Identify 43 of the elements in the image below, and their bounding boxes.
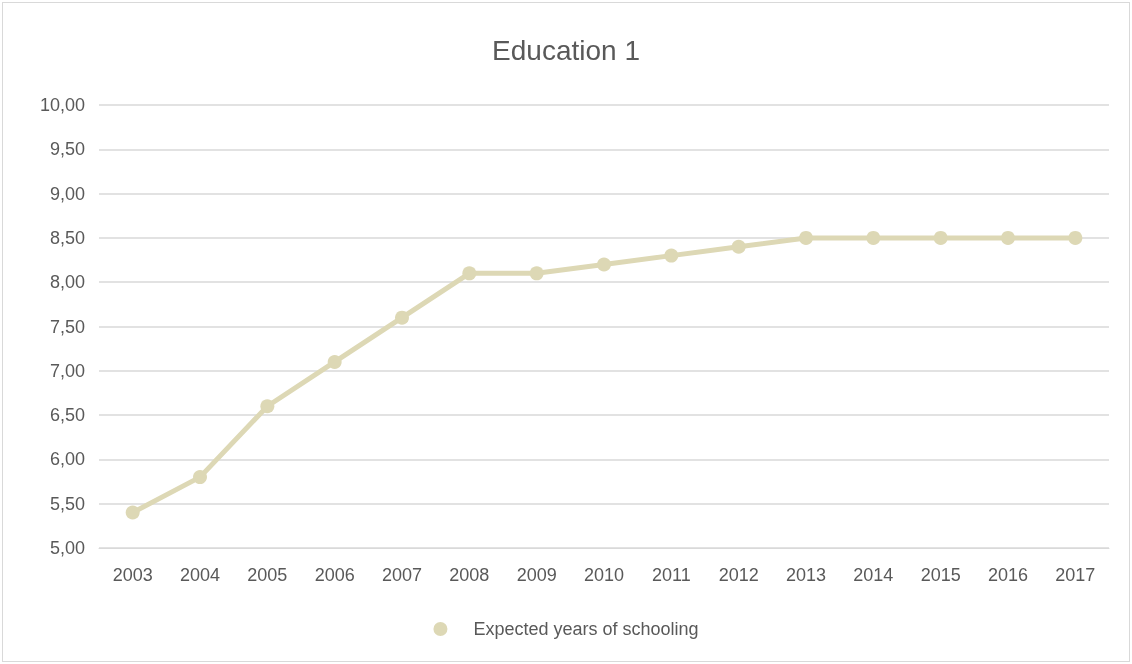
legend-label: Expected years of schooling	[473, 619, 699, 639]
y-tick-label: 5,00	[49, 538, 85, 558]
chart-title: Education 1	[492, 34, 640, 66]
x-tick-label: 2017	[1055, 565, 1096, 585]
point	[866, 230, 881, 245]
x-tick-label: 2011	[651, 565, 691, 585]
x-tick-label: 2007	[381, 565, 423, 585]
x-tick-label: 2012	[718, 565, 759, 585]
y-tick-label: 8,50	[49, 227, 85, 248]
x-tick-label: 2009	[516, 565, 557, 585]
y-tick-label: 9,50	[49, 139, 85, 160]
point	[1068, 230, 1083, 245]
point	[193, 470, 207, 485]
x-tick-label: 2013	[785, 565, 827, 585]
x-tick-label: 2005	[247, 565, 288, 585]
y-tick-label: 6,50	[49, 405, 85, 426]
point	[664, 248, 679, 263]
y-tick-label: 5,50	[49, 493, 85, 514]
y-tick-label: 7,50	[49, 316, 85, 337]
x-tick-label: 2003	[112, 565, 153, 585]
point	[327, 354, 342, 369]
x-tick-label: 2016	[987, 565, 1029, 585]
x-tick-label: 2014	[853, 565, 894, 585]
point	[597, 257, 611, 272]
point	[395, 310, 409, 325]
x-tick-label: 2015	[920, 565, 961, 585]
y-tick-label: 7,00	[49, 360, 85, 381]
x-tick-label: 2004	[179, 565, 221, 585]
y-tick-label: 10,00	[39, 95, 85, 115]
x-tick-label: 2006	[314, 565, 355, 585]
point	[125, 505, 140, 520]
y-tick-label: 8,00	[49, 272, 85, 293]
point	[933, 230, 948, 245]
y-tick-label: 6,00	[49, 449, 85, 470]
x-tick-label: 2008	[449, 565, 490, 585]
point	[1001, 230, 1015, 245]
point	[799, 230, 813, 245]
x-tick-label: 2010	[583, 565, 625, 585]
point	[260, 399, 275, 414]
point	[462, 266, 477, 281]
point	[731, 239, 746, 254]
y-tick-label: 9,00	[49, 183, 85, 204]
point	[529, 266, 544, 281]
